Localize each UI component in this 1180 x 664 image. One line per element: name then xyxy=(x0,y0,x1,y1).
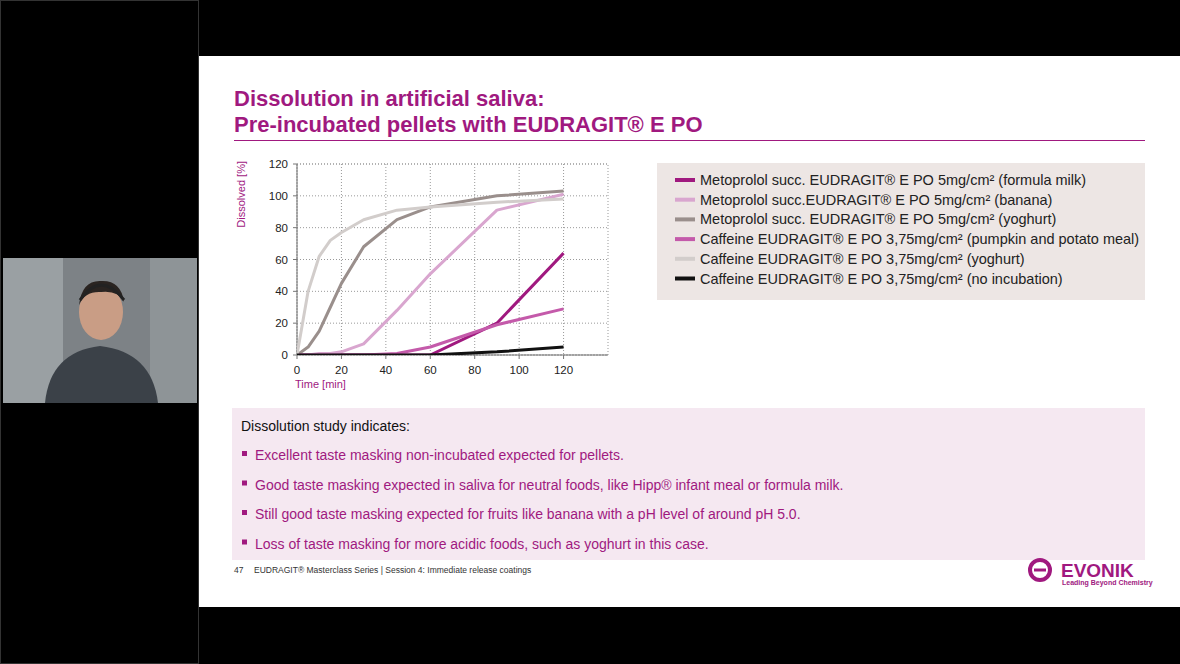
series-line xyxy=(297,194,564,355)
legend-label: Metoprolol succ. EUDRAGIT® E PO 5mg/cm² … xyxy=(700,172,1086,188)
bullet xyxy=(242,540,247,545)
tick-label: 100 xyxy=(269,190,288,202)
legend-label: Metoprolol succ.EUDRAGIT® E PO 5mg/cm² (… xyxy=(700,192,1052,208)
tick xyxy=(293,291,297,292)
legend-label: Metoprolol succ. EUDRAGIT® E PO 5mg/cm² … xyxy=(700,211,1056,227)
series-line xyxy=(297,347,564,355)
logo: EVONIKLeading Beyond Chemistry xyxy=(1030,560,1153,587)
legend-label: Caffeine EUDRAGIT® E PO 3,75mg/cm² (yogh… xyxy=(700,251,1025,267)
x-axis-title: Time [min] xyxy=(295,378,346,390)
grid-line xyxy=(297,259,608,260)
tick xyxy=(293,164,297,165)
webcam-person-hair xyxy=(79,281,124,305)
frame: Dissolution in artificial saliva:Pre-inc… xyxy=(0,0,1180,664)
plot-frame xyxy=(297,164,608,355)
series-line xyxy=(297,191,564,355)
grid-line xyxy=(297,291,608,292)
legend-swatch xyxy=(675,257,695,261)
tick xyxy=(293,355,297,356)
webcam-bg xyxy=(3,258,197,403)
legend-swatch xyxy=(675,237,695,241)
legend-label: Caffeine EUDRAGIT® E PO 3,75mg/cm² (no i… xyxy=(700,271,1063,287)
tick xyxy=(293,323,297,324)
webcam-person-body xyxy=(45,346,158,403)
grid-line xyxy=(297,164,298,355)
bullet-text: Loss of taste masking for more acidic fo… xyxy=(255,536,709,552)
tick xyxy=(341,355,342,359)
tick-label: 40 xyxy=(379,364,392,376)
grid-line xyxy=(519,164,520,355)
bullet-text: Good taste masking expected in saliva fo… xyxy=(255,477,843,493)
tick xyxy=(474,355,475,359)
webcam xyxy=(3,258,197,403)
grid-line xyxy=(297,164,608,165)
page-number: 47 xyxy=(234,565,244,575)
grid-line xyxy=(297,227,608,228)
tick-label: 80 xyxy=(468,364,481,376)
grid-line xyxy=(430,164,431,355)
tick-label: 60 xyxy=(275,254,288,266)
y-axis xyxy=(297,164,298,355)
grid-line xyxy=(341,164,342,355)
webcam-headset xyxy=(80,285,124,300)
logo-mark xyxy=(1030,560,1050,580)
footer: EUDRAGIT® Masterclass Series | Session 4… xyxy=(254,565,531,575)
logo-text: EVONIK xyxy=(1061,560,1134,581)
grid-line xyxy=(297,323,608,324)
legend-swatch xyxy=(675,198,695,202)
tick-label: 120 xyxy=(269,158,288,170)
tick-label: 20 xyxy=(335,364,348,376)
series-line xyxy=(297,253,564,355)
summary: Dissolution study indicates: Excellent ta… xyxy=(232,408,1145,560)
title-rule xyxy=(234,140,1145,141)
tick-label: 120 xyxy=(554,364,573,376)
lines xyxy=(297,191,564,355)
tick-label: 0 xyxy=(282,349,288,361)
tick xyxy=(385,355,386,359)
slide-title: Pre-incubated pellets with EUDRAGIT® E P… xyxy=(234,112,703,137)
bullet xyxy=(242,481,247,486)
logo-tagline: Leading Beyond Chemistry xyxy=(1062,579,1153,587)
tick-label: 100 xyxy=(510,364,529,376)
series-line xyxy=(297,309,564,355)
legend-swatch xyxy=(675,277,695,281)
grid-line xyxy=(563,164,564,355)
webcam-locker xyxy=(150,258,197,403)
background xyxy=(0,0,1180,664)
grid-line xyxy=(385,164,386,355)
tick-label: 80 xyxy=(275,222,288,234)
summary-box xyxy=(232,408,1145,560)
grid-line xyxy=(474,164,475,355)
series-line xyxy=(297,199,564,355)
summary-heading: Dissolution study indicates: xyxy=(241,418,410,434)
tick-label: 60 xyxy=(424,364,437,376)
bullet xyxy=(242,451,247,456)
y-axis-title: Dissolved [%] xyxy=(235,161,247,228)
tick xyxy=(519,355,520,359)
slide xyxy=(199,56,1180,607)
legend-label: Caffeine EUDRAGIT® E PO 3,75mg/cm² (pump… xyxy=(700,231,1139,247)
tick-label: 40 xyxy=(275,285,288,297)
legend-swatch xyxy=(675,178,695,182)
tick xyxy=(563,355,564,359)
tick-label: 0 xyxy=(294,364,300,376)
tick xyxy=(293,227,297,228)
legend: Metoprolol succ. EUDRAGIT® E PO 5mg/cm² … xyxy=(657,163,1145,300)
legend-box xyxy=(657,163,1145,300)
tick xyxy=(293,195,297,196)
bullet xyxy=(242,510,247,515)
tick xyxy=(430,355,431,359)
tick-label: 20 xyxy=(275,317,288,329)
logo-mark xyxy=(1034,569,1046,572)
bullet-text: Excellent taste masking non-incubated ex… xyxy=(255,447,624,463)
legend-swatch xyxy=(675,217,695,221)
slide-title: Dissolution in artificial saliva: xyxy=(234,86,545,111)
bullet-text: Still good taste masking expected for fr… xyxy=(255,506,801,522)
webcam-person-head xyxy=(79,284,123,340)
axes: 0 20 40 60 80 100 120 0 20 40 60 80 100 120 Time [min]… xyxy=(235,158,608,390)
side-panel xyxy=(1,1,199,664)
tick xyxy=(293,259,297,260)
tick xyxy=(297,355,298,359)
